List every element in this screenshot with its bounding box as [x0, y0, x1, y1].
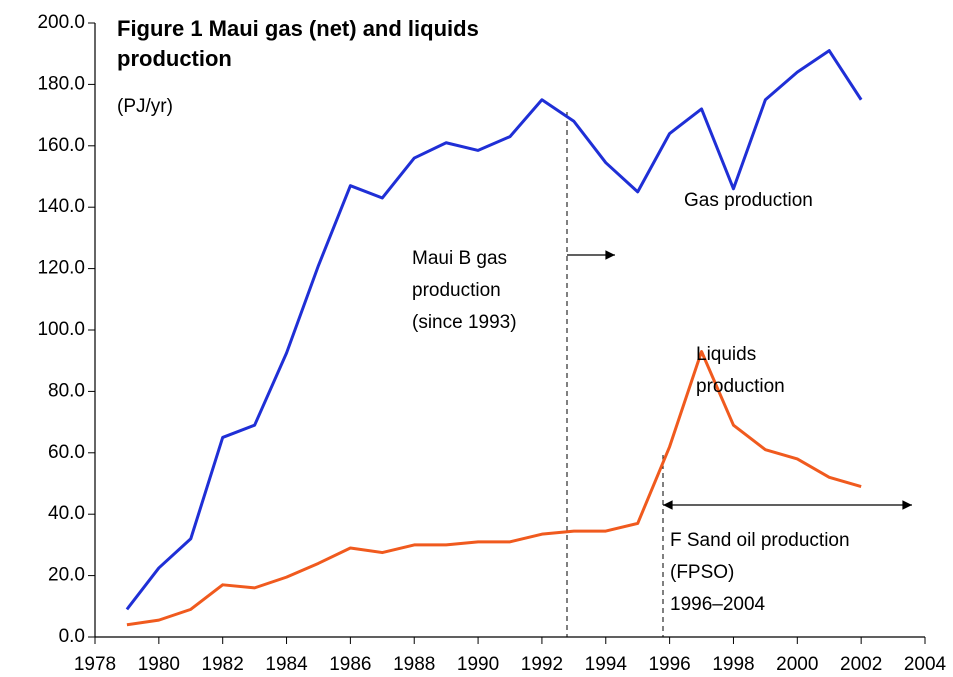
x-tick-label: 2004: [904, 654, 947, 675]
chart-subtitle: (PJ/yr): [117, 96, 173, 117]
x-tick-label: 1994: [585, 654, 628, 675]
x-tick-label: 1986: [329, 654, 371, 675]
annotation: Gas production: [684, 190, 813, 211]
annotation: (FPSO): [670, 562, 734, 583]
x-tick-label: 1990: [457, 654, 499, 675]
y-tick-label: 120.0: [37, 258, 85, 279]
y-tick-label: 140.0: [37, 196, 85, 217]
x-tick-label: 1996: [648, 654, 690, 675]
annotation: production: [696, 376, 785, 397]
y-tick-label: 200.0: [37, 12, 85, 33]
x-tick-label: 1980: [138, 654, 180, 675]
y-tick-label: 60.0: [48, 442, 85, 463]
x-tick-label: 1982: [202, 654, 244, 675]
annotation: Maui B gas: [412, 248, 507, 269]
x-tick-label: 1988: [393, 654, 435, 675]
y-tick-label: 80.0: [48, 380, 85, 401]
series-line: [126, 349, 862, 627]
y-tick-label: 180.0: [37, 73, 85, 94]
annotation: 1996–2004: [670, 594, 766, 615]
annotation: F Sand oil production: [670, 530, 850, 551]
x-tick-label: 1978: [74, 654, 116, 675]
x-tick-label: 1984: [265, 654, 308, 675]
series-line: [125, 49, 863, 611]
y-tick-label: 20.0: [48, 565, 85, 586]
y-tick-label: 40.0: [48, 503, 85, 524]
x-tick-label: 1992: [521, 654, 563, 675]
x-tick-label: 2000: [776, 654, 818, 675]
y-tick-label: 0.0: [59, 626, 85, 647]
annotation: Liquids: [696, 344, 756, 365]
x-tick-label: 2002: [840, 654, 882, 675]
annotation: (since 1993): [412, 312, 517, 333]
y-tick-label: 160.0: [37, 135, 85, 156]
chart-title: Figure 1 Maui gas (net) and liquids: [117, 16, 479, 41]
chart-title: production: [117, 46, 232, 71]
x-tick-label: 1998: [712, 654, 754, 675]
y-tick-label: 100.0: [37, 319, 85, 340]
annotation: production: [412, 280, 501, 301]
